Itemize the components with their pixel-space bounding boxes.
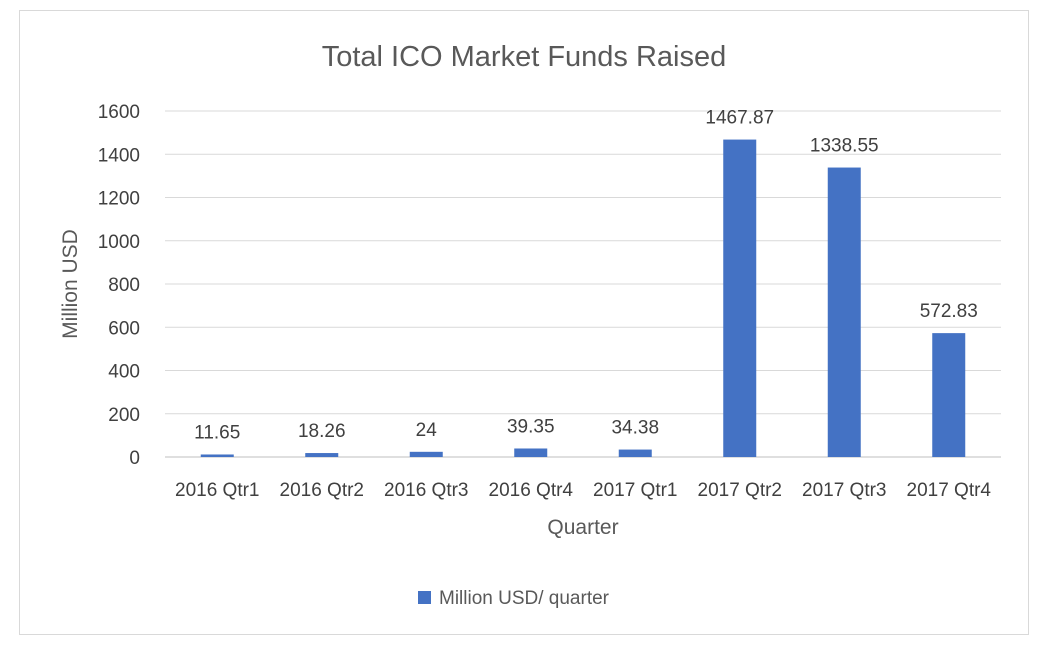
data-label: 11.65 xyxy=(194,422,240,443)
y-tick-label: 1000 xyxy=(98,232,140,253)
data-label: 572.83 xyxy=(920,301,978,322)
bar xyxy=(305,453,339,457)
gridlines xyxy=(165,110,1001,458)
x-tick-label: 2016 Qtr4 xyxy=(489,480,574,501)
x-axis-ticks: 2016 Qtr1 2016 Qtr2 2016 Qtr3 2016 Qtr4 2017… xyxy=(175,480,991,501)
bar xyxy=(723,139,757,457)
bar-series xyxy=(200,139,966,457)
bar xyxy=(409,451,443,457)
bar xyxy=(932,333,966,457)
y-axis-label: Million USD xyxy=(59,229,82,339)
legend-label: Million USD/ quarter xyxy=(439,588,610,609)
bar xyxy=(827,167,861,457)
bar xyxy=(514,448,548,457)
x-tick-label: 2017 Qtr2 xyxy=(698,480,783,501)
data-label: 39.35 xyxy=(507,416,555,437)
x-tick-label: 2017 Qtr1 xyxy=(593,480,678,501)
y-tick-label: 1400 xyxy=(98,145,140,166)
x-tick-label: 2016 Qtr3 xyxy=(384,480,469,501)
chart-title: Total ICO Market Funds Raised xyxy=(322,41,727,73)
bar xyxy=(618,449,652,457)
y-tick-label: 1600 xyxy=(98,102,140,123)
x-tick-label: 2017 Qtr3 xyxy=(802,480,887,501)
y-axis-ticks: 0 200 400 600 800 1000 1200 1400 1600 xyxy=(98,102,140,469)
y-tick-label: 200 xyxy=(108,405,140,426)
x-tick-label: 2017 Qtr4 xyxy=(907,480,992,501)
data-label: 1467.87 xyxy=(705,108,774,129)
y-tick-label: 400 xyxy=(108,362,140,383)
data-label: 1338.55 xyxy=(810,136,879,157)
data-label: 18.26 xyxy=(298,421,346,442)
y-tick-label: 800 xyxy=(108,275,140,296)
legend-swatch xyxy=(418,591,431,604)
x-axis-label: Quarter xyxy=(547,516,618,539)
y-tick-label: 600 xyxy=(108,318,140,339)
data-label: 24 xyxy=(416,420,438,441)
legend: Million USD/ quarter xyxy=(418,588,610,609)
x-tick-label: 2016 Qtr2 xyxy=(280,480,365,501)
data-labels: 11.65 18.26 24 39.35 34.38 1467.87 1338.55 572.… xyxy=(194,108,978,444)
bar xyxy=(200,454,234,457)
y-tick-label: 0 xyxy=(129,448,140,469)
data-label: 34.38 xyxy=(611,418,659,439)
x-tick-label: 2016 Qtr1 xyxy=(175,480,260,501)
y-tick-label: 1200 xyxy=(98,189,140,210)
